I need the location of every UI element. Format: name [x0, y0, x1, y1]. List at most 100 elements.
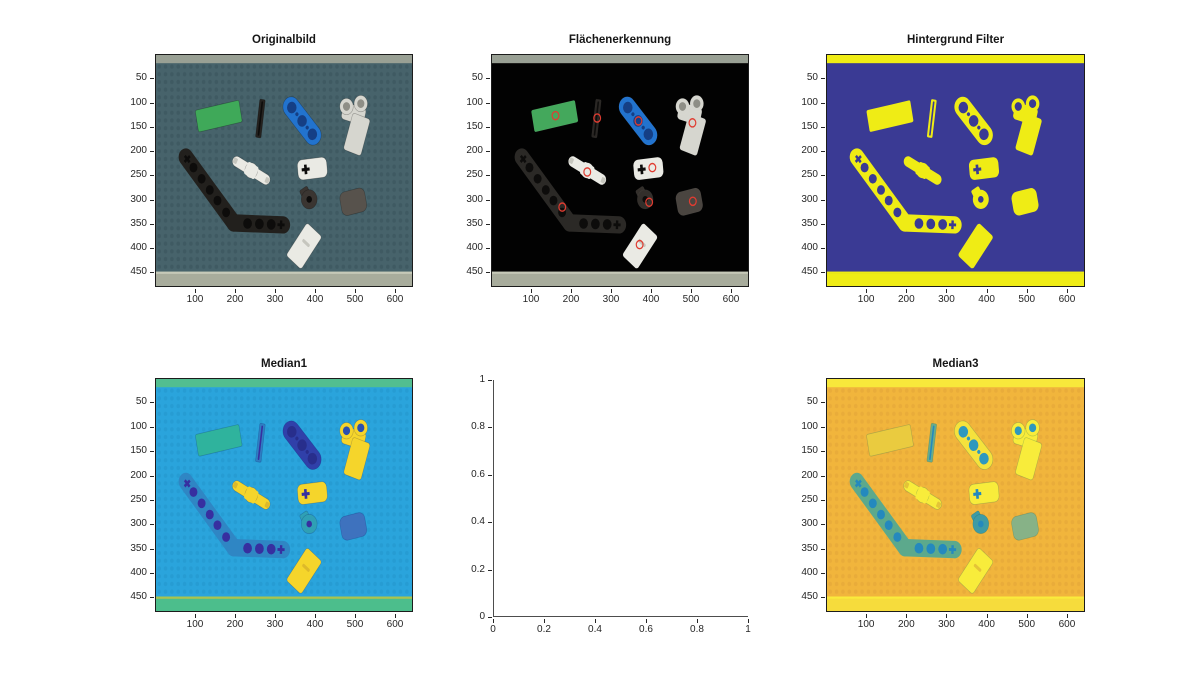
tick-mark	[488, 522, 492, 524]
tick-mark	[821, 524, 825, 526]
y-tick-label: 300	[801, 518, 818, 530]
x-tick-label: 600	[386, 294, 404, 305]
y-tick-label: 400	[130, 242, 147, 254]
y-tick-label: 250	[466, 169, 483, 181]
tick-mark	[731, 289, 732, 293]
tick-mark	[150, 175, 154, 177]
x-tick-label: 400	[978, 294, 995, 305]
x-tick-label: 400	[306, 619, 324, 630]
tick-mark	[486, 223, 490, 225]
tick-mark	[821, 573, 825, 574]
tick-mark	[821, 402, 825, 404]
y-tick-label: 400	[466, 242, 483, 254]
x-tick-label: 400	[306, 294, 324, 305]
x-tick-label: 300	[266, 294, 284, 305]
y-tick-label: 400	[130, 567, 147, 578]
x-tick-label: 500	[346, 619, 364, 630]
subplot-empty-axes: 0 0.2 0.4 0.6 0.8 1 0 0.2 0.4 0.6 0.8 1	[471, 374, 751, 635]
tick-mark	[1026, 614, 1028, 618]
x-tick-label: 200	[226, 294, 244, 305]
tick-mark	[821, 102, 825, 104]
tick-mark	[488, 427, 492, 429]
subplot-originalbild: Originalbild 50 100 150 200 250 300 350 400 450 1…	[130, 34, 413, 305]
rendered-image	[827, 55, 1084, 286]
y-tick-label: 100	[801, 420, 818, 432]
x-tick-label: 0.6	[639, 624, 653, 635]
tick-mark	[906, 614, 908, 618]
x-tick-label: 100	[857, 294, 875, 305]
y-tick-label: 150	[130, 120, 147, 132]
tick-mark	[821, 78, 825, 80]
y-tick-label: 400	[801, 242, 818, 254]
tick-mark	[1026, 289, 1028, 293]
subplot-median1: Median1 50 100 150 200 250 300 350 400 450 100 200…	[130, 358, 413, 630]
tick-mark	[866, 614, 868, 618]
tick-mark	[486, 78, 490, 80]
tick-mark	[486, 272, 490, 274]
tick-mark	[821, 499, 825, 501]
x-tick-label: 500	[682, 294, 700, 305]
y-tick-label: 200	[130, 469, 147, 481]
tick-mark	[150, 573, 154, 574]
tick-mark	[395, 614, 396, 618]
x-tick-label: 0	[490, 624, 496, 635]
subplot-flaechenerkennung: Flächenerkennung 50 100 150 200 250 300 350 400…	[466, 34, 749, 305]
subplot-title: Median1	[260, 358, 307, 370]
subplot-title: Median3	[932, 358, 979, 370]
image-plot-area	[491, 54, 749, 287]
tick-mark	[821, 223, 825, 225]
subplot-title: Flächenerkennung	[568, 34, 672, 46]
x-tick-label: 300	[938, 619, 955, 630]
empty-plot-area	[493, 380, 748, 617]
x-tick-label: 600	[1058, 294, 1076, 305]
rendered-image	[156, 55, 412, 286]
tick-mark	[691, 289, 692, 293]
tick-mark	[150, 126, 154, 128]
tick-mark	[821, 199, 825, 201]
tick-mark	[1066, 289, 1068, 293]
image-plot-area	[155, 378, 413, 612]
tick-mark	[821, 175, 825, 177]
y-tick-label: 150	[466, 120, 483, 132]
y-tick-label: 400	[801, 567, 818, 578]
y-tick-label: 250	[130, 169, 147, 181]
subplot-title: Originalbild	[252, 34, 316, 46]
y-tick-label: 150	[130, 445, 147, 457]
x-tick-label: 600	[386, 619, 404, 630]
tick-mark	[150, 451, 154, 453]
x-tick-label: 100	[186, 294, 204, 305]
x-tick-label: 300	[266, 619, 284, 630]
y-tick-label: 250	[801, 493, 818, 505]
x-tick-label: 300	[602, 294, 620, 305]
y-tick-label: 0.6	[471, 468, 485, 480]
tick-mark	[946, 614, 948, 618]
tick-mark	[355, 289, 356, 293]
tick-mark	[866, 289, 868, 293]
x-tick-label: 500	[1018, 294, 1036, 305]
y-tick-label: 0.8	[471, 421, 485, 433]
tick-mark	[235, 614, 236, 618]
x-tick-label: 500	[1018, 619, 1036, 630]
tick-mark	[275, 289, 276, 293]
tick-mark	[486, 151, 490, 153]
tick-mark	[821, 426, 825, 428]
tick-mark	[486, 199, 490, 201]
tick-mark	[150, 402, 154, 404]
x-tick-label: 200	[897, 619, 915, 630]
tick-mark	[697, 619, 698, 623]
tick-mark	[150, 199, 154, 201]
y-tick-label: 50	[135, 72, 147, 84]
tick-mark	[150, 102, 154, 104]
y-tick-label: 200	[801, 469, 818, 481]
x-tick-label: 0.2	[537, 624, 551, 635]
tick-mark	[486, 248, 490, 250]
tick-mark	[646, 619, 647, 623]
tick-mark	[275, 614, 276, 618]
x-tick-label: 200	[562, 294, 580, 305]
y-tick-label: 200	[801, 145, 818, 157]
y-tick-label: 0.4	[471, 516, 485, 528]
tick-mark	[488, 617, 492, 618]
x-tick-label: 600	[1058, 619, 1076, 630]
y-tick-label: 250	[130, 493, 147, 505]
